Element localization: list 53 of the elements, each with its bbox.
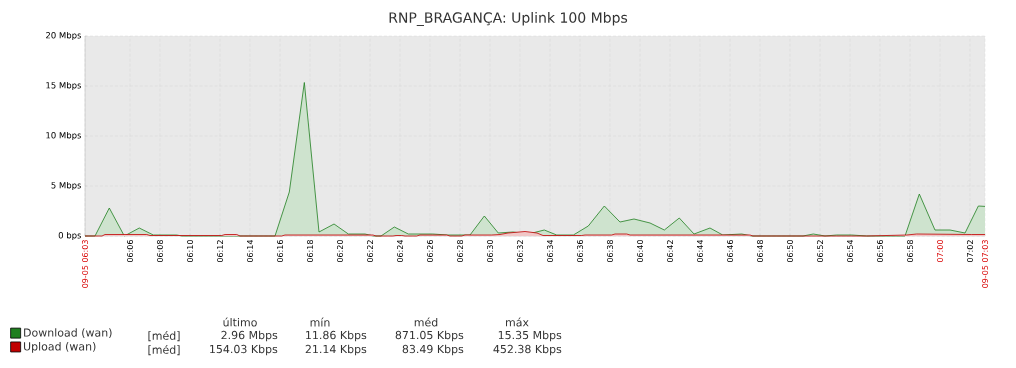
text: [méd] xyxy=(148,344,180,356)
y-tick-label: 15 Mbps xyxy=(46,81,82,91)
text: 11.86 Kbps xyxy=(306,330,367,342)
x-tick-label: 06:56 xyxy=(876,240,884,263)
x-tick-label: 06:18 xyxy=(306,240,314,263)
x-tick-label: 06:36 xyxy=(576,240,584,263)
y-tick-label: 10 Mbps xyxy=(46,131,82,141)
x-tick-label: 06:22 xyxy=(367,240,374,263)
x-tick-label: 06:08 xyxy=(156,240,163,263)
x-tick-label: 06:54 xyxy=(846,239,854,263)
x-tick-label: 06:42 xyxy=(666,240,674,263)
text: 21.14 Kbps xyxy=(305,344,367,356)
legend-label: Download (wan) xyxy=(24,328,112,338)
x-tick-label: 09-05 07:03 xyxy=(981,240,989,288)
text: mín xyxy=(310,317,330,327)
text: último xyxy=(223,317,257,327)
text: 871.05 Kbps xyxy=(395,330,464,342)
text: méd xyxy=(414,317,438,327)
x-tick-label: 06:30 xyxy=(486,240,494,263)
x-tick-label: 07:00 xyxy=(936,240,944,263)
x-tick-label: 06:52 xyxy=(817,240,824,263)
y-tick-label: 5 Mbps xyxy=(51,181,82,191)
text: 452.38 Kbps xyxy=(493,344,562,356)
chart-title: RNP_BRAGANÇA: Uplink 100 Mbps xyxy=(389,12,628,26)
x-tick-label: 06:20 xyxy=(336,240,343,263)
text: 2.96 Mbps xyxy=(221,330,278,342)
x-tick-label: 06:32 xyxy=(516,240,523,263)
x-tick-label: 06:46 xyxy=(727,240,734,263)
x-tick-label: 06:24 xyxy=(396,239,404,263)
x-tick-label: 06:48 xyxy=(756,240,764,263)
x-tick-label: 06:38 xyxy=(606,240,613,263)
x-tick-label: 09-05 06:03 xyxy=(81,240,89,288)
x-tick-label: 06:58 xyxy=(907,240,914,263)
text: 154.03 Kbps xyxy=(210,344,278,356)
legend-label: Upload (wan) xyxy=(23,342,96,353)
x-tick-label: 06:50 xyxy=(786,240,794,263)
x-tick-label: 06:12 xyxy=(216,240,224,263)
y-tick-label: 20 Mbps xyxy=(46,31,82,41)
text: 15.35 Mbps xyxy=(498,330,562,342)
y-tick-label: 0 bps xyxy=(58,231,82,241)
text: [méd] xyxy=(148,330,180,342)
x-tick-label: 06:14 xyxy=(246,239,253,263)
text: máx xyxy=(506,317,529,327)
x-tick-label: 06:40 xyxy=(637,240,644,263)
x-tick-label: 07:02 xyxy=(966,240,974,263)
x-tick-label: 06:10 xyxy=(187,240,194,263)
x-tick-label: 06:26 xyxy=(426,240,433,263)
text: 83.49 Kbps xyxy=(402,344,464,356)
x-tick-label: 06:06 xyxy=(126,240,134,263)
x-tick-label: 06:28 xyxy=(457,240,464,263)
x-tick-label: 06:34 xyxy=(547,239,554,263)
x-tick-label: 06:16 xyxy=(277,240,284,263)
x-tick-label: 06:44 xyxy=(696,239,703,263)
